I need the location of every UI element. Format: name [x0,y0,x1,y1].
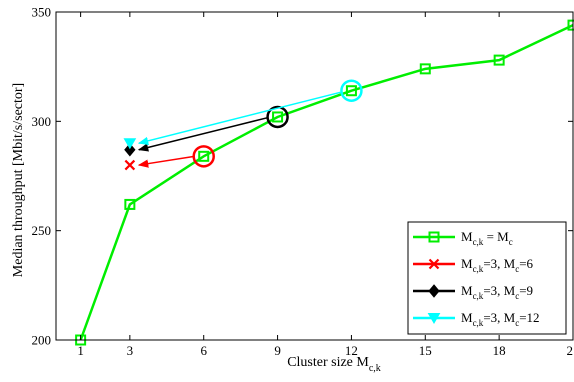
x-tick-label-9: 9 [274,343,281,358]
legend-marker-0 [428,231,440,243]
highlight-circle-mc-6 [192,145,215,168]
data-point-x18 [493,54,505,66]
data-point-x3 [124,198,136,210]
x-axis-title-main: Cluster size M [287,355,369,370]
legend-label-1-part-1: c,k [473,264,484,274]
legend-label-2: Mc,k=3, Mc=9 [461,283,533,301]
y-axis-title: Median throughput [Mbit/s/sector] [11,83,26,277]
legend-label-1-part-4: =6 [519,256,533,271]
legend-label-1-part-2: =3, M [483,256,515,271]
legend-label-3: Mc,k=3, Mc=12 [461,310,540,328]
legend-marker-3 [427,313,441,324]
legend-label-2-part-2: =3, M [483,283,515,298]
x-tick-label-21: 21 [567,343,574,358]
legend-label-3-part-4: =12 [519,310,539,325]
x-tick-label-6: 6 [200,343,207,358]
x-axis-title-subscript: c,k [369,363,381,374]
plot-frame [55,11,574,341]
axes: 1 3 6 9 12 15 18 21 200 250 300 350 [32,5,574,359]
legend-label-3-part-2: =3, M [483,310,515,325]
y-tick-label-300: 300 [32,114,52,129]
legend-label-1: Mc,k=3, Mc=6 [461,256,534,274]
x-axis-title: Cluster size Mc,k [287,355,381,374]
legend-label-1-part-0: M [461,256,473,271]
data-point-triangle-down-3 [123,138,137,150]
legend-label-2-part-3: c [515,291,519,301]
legend-label-2-part-4: =9 [519,283,533,298]
x-tick-label-12: 12 [345,343,358,358]
series-line-cluster-size [79,23,574,341]
legend-label-2-part-1: c,k [473,291,484,301]
data-point-x12 [345,85,357,97]
legend-label-0-part-0: M [461,229,473,244]
x-tick-label-15: 15 [419,343,432,358]
arrow-mc-12 [137,91,341,145]
legend-label-0-part-2: = M [483,229,509,244]
legend-label-0-part-3: c [509,237,513,247]
data-point-x6 [198,150,210,162]
data-point-diamond-2 [124,142,136,157]
data-point-x-1 [124,159,136,171]
x-tick-label-18: 18 [493,343,506,358]
legend-marker-1 [428,258,440,270]
data-point-x9 [272,111,284,123]
x-tick-label-1: 1 [77,343,84,358]
legend-label-0-part-1: c,k [473,237,484,247]
data-point-x15 [419,63,431,75]
arrow-mc-9 [137,117,267,152]
legend-label-2-part-0: M [461,283,473,298]
legend-label-3-part-0: M [461,310,473,325]
y-tick-label-200: 200 [32,333,52,348]
highlight-circle-mc-9 [266,105,289,129]
y-tick-label-350: 350 [32,5,52,20]
arrow-mc-6 [137,155,193,168]
y-tick-label-250: 250 [32,223,52,238]
legend-label-0: Mc,k = Mc [461,229,513,247]
legend-label-1-part-3: c [515,264,519,274]
highlight-circle-mc-12 [340,79,363,102]
y-axis-title-group: Median throughput [Mbit/s/sector] [11,83,26,277]
legend-label-3-part-3: c [515,318,519,328]
legend-label-3-part-1: c,k [473,318,484,328]
x-tick-label-3: 3 [127,343,134,358]
legend-marker-2 [428,284,440,298]
plot-area [75,19,574,346]
